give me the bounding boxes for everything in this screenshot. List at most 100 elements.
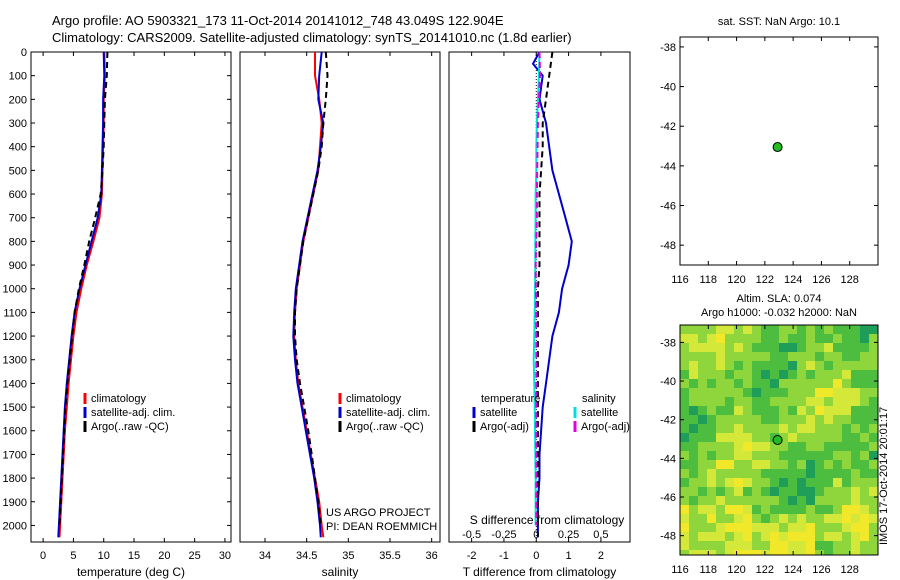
sla-cell [779,496,788,505]
sla-cell [869,433,878,442]
sla-cell [680,532,689,541]
sla-cell [797,388,806,397]
sla-cell [788,442,797,451]
sla-cell [824,343,833,352]
sla-cell [779,361,788,370]
sla-cell [707,541,716,550]
sla-cell [842,379,851,388]
sla-cell [815,415,824,424]
sla-cell [815,388,824,397]
sla-cell [806,370,815,379]
sla-cell [860,541,869,550]
sla-cell [797,442,806,451]
sla-cell [716,532,725,541]
sla-cell [698,397,707,406]
sla-cell [842,487,851,496]
sla-cell [752,424,761,433]
sla-cell [869,334,878,343]
sla-cell [761,523,770,532]
sla-cell [806,469,815,478]
sla-cell [833,478,842,487]
sla-cell [860,523,869,532]
sla-cell [698,505,707,514]
sla-cell [779,541,788,550]
sla-cell [815,406,824,415]
sla-cell [788,343,797,352]
sla-cell [725,370,734,379]
sla-cell [788,541,797,550]
sla-cell [752,325,761,334]
sla-cell [707,415,716,424]
sla-cell [860,469,869,478]
plot-frame [239,51,441,543]
sla-cell [725,397,734,406]
sla-cell [770,343,779,352]
sla-cell [770,352,779,361]
sla-cell [779,406,788,415]
sla-cell [860,424,869,433]
sla-cell [869,532,878,541]
temperature-panel: 0100200300400500600700800900100011001200… [3,47,232,579]
sla-cell [689,370,698,379]
sla-cell [833,541,842,550]
sla-cell [869,379,878,388]
sla-cell [707,451,716,460]
sla-cell [869,325,878,334]
sla-cell [833,370,842,379]
sla-cell [788,487,797,496]
sla-cell [716,469,725,478]
sla-cell [869,352,878,361]
sla-cell [869,397,878,406]
sla-cell [689,361,698,370]
sla-cell [716,370,725,379]
sla-cell [725,514,734,523]
sla-cell [779,523,788,532]
sla-cell [779,424,788,433]
sla-cell [734,388,743,397]
sla-heatmap [680,325,878,555]
sla-cell [815,451,824,460]
sla-cell [743,487,752,496]
sla-cell [689,442,698,451]
y-tick-label: 100 [9,71,27,83]
sla-cell [743,523,752,532]
sla-cell [797,487,806,496]
sla-cell [833,496,842,505]
sla-cell [743,334,752,343]
sla-cell [815,532,824,541]
sla-cell [788,424,797,433]
sla-cell [815,478,824,487]
y-tick-label: 1800 [3,473,27,485]
sla-cell [707,379,716,388]
sla-cell [824,487,833,496]
sla-cell [734,325,743,334]
sla-cell [743,478,752,487]
map-x-tick-label: 120 [727,274,745,286]
map-x-tick-label: 116 [671,564,689,576]
sla-cell [770,397,779,406]
sla-cell [824,415,833,424]
sla-cell [752,334,761,343]
map-y-tick-label: -42 [660,415,676,427]
sla-cell [860,415,869,424]
sla-cell [788,550,797,555]
legend-label: Argo(-adj) [581,421,630,433]
sla-cell [725,424,734,433]
map-y-tick-label: -48 [660,531,676,543]
sla-cell [761,496,770,505]
sla-cell [833,433,842,442]
sla-cell [716,523,725,532]
x-tick-label: 1 [566,550,572,562]
sla-cell [761,505,770,514]
sla-cell [752,406,761,415]
s-tick-label: 0 [533,529,539,541]
sla-cell [788,370,797,379]
sla-cell [851,532,860,541]
sla-cell [761,532,770,541]
sla-cell [788,361,797,370]
sla-cell [788,325,797,334]
sla-cell [842,514,851,523]
y-tick-label: 900 [9,260,27,272]
sla-cell [842,451,851,460]
sla-cell [707,496,716,505]
